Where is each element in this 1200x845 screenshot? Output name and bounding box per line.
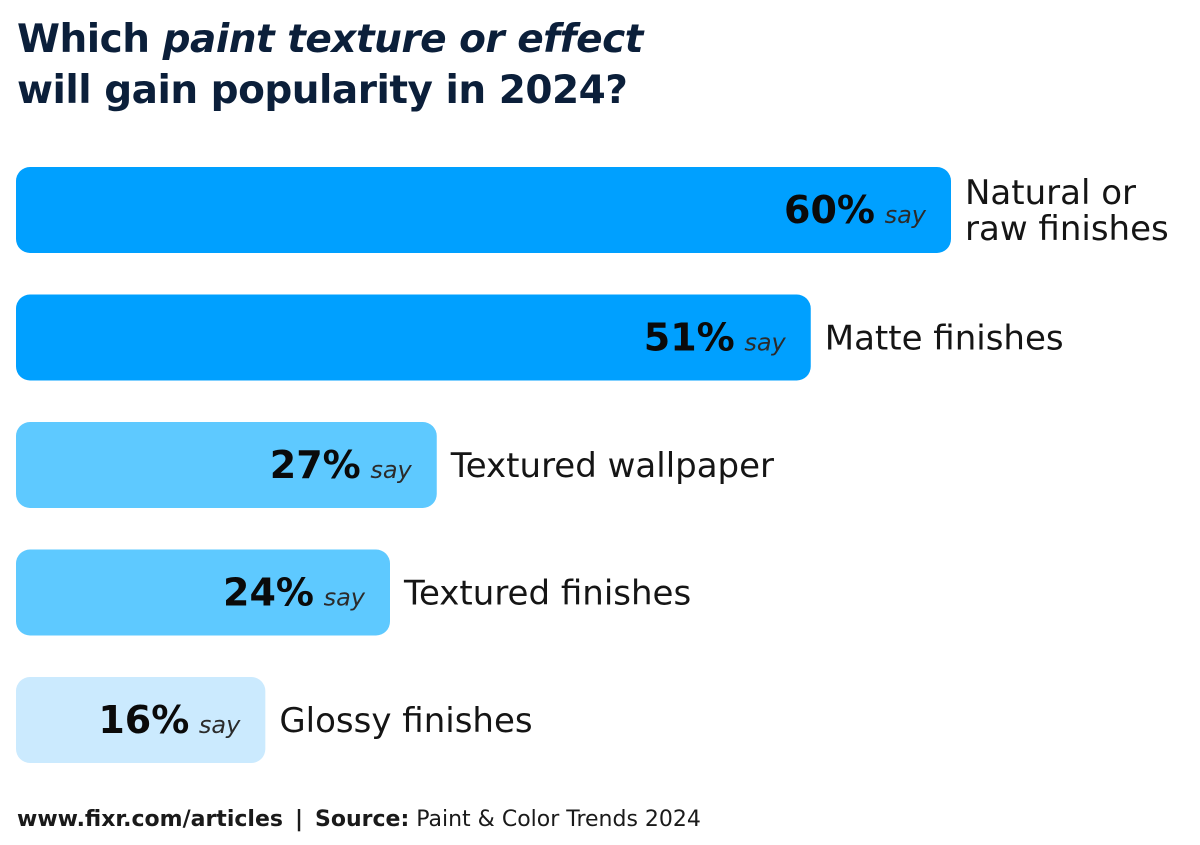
category-label: Textured finishes — [403, 574, 691, 614]
say-label: say — [744, 329, 786, 357]
bar-row: say 16% Glossy finishes — [16, 677, 533, 763]
say-label: say — [885, 201, 927, 229]
title-line1-emphasis: paint texture or effect — [162, 17, 644, 62]
bar — [16, 549, 390, 636]
category-label: Matte finishes — [825, 319, 1064, 359]
chart-title: Which paint texture or effect will gain … — [17, 14, 643, 116]
bar-row: say 27% Textured wallpaper — [16, 422, 774, 508]
category-label: raw finishes — [965, 209, 1169, 249]
footer-url: www.fixr.com/articles — [17, 807, 283, 832]
value-label: 16% — [98, 698, 189, 742]
value-label: 27% — [270, 443, 361, 487]
value-label: 51% — [644, 316, 735, 360]
category-label: Glossy finishes — [279, 701, 532, 741]
title-line1-start: Which — [17, 17, 163, 62]
value-label: 24% — [223, 571, 314, 615]
bar-row: say 51% Matte finishes — [16, 294, 1064, 381]
category-label: Natural or — [965, 173, 1136, 213]
source-text: Paint & Color Trends 2024 — [409, 807, 701, 832]
bar — [16, 167, 951, 253]
say-label: say — [370, 456, 412, 484]
bar — [16, 422, 437, 508]
category-label: Textured wallpaper — [450, 446, 774, 486]
bar — [16, 294, 811, 381]
source-label: Source: — [315, 807, 410, 832]
footer-separator: | — [294, 807, 304, 832]
footer: www.fixr.com/articles | Source: Paint & Co… — [17, 805, 701, 835]
title-line2: will gain popularity in 2024? — [17, 68, 628, 113]
value-label: 60% — [784, 188, 875, 232]
say-label: say — [199, 711, 241, 739]
say-label: say — [324, 584, 366, 612]
bar — [16, 677, 266, 763]
bar-row: say 24% Textured finishes — [16, 549, 691, 636]
